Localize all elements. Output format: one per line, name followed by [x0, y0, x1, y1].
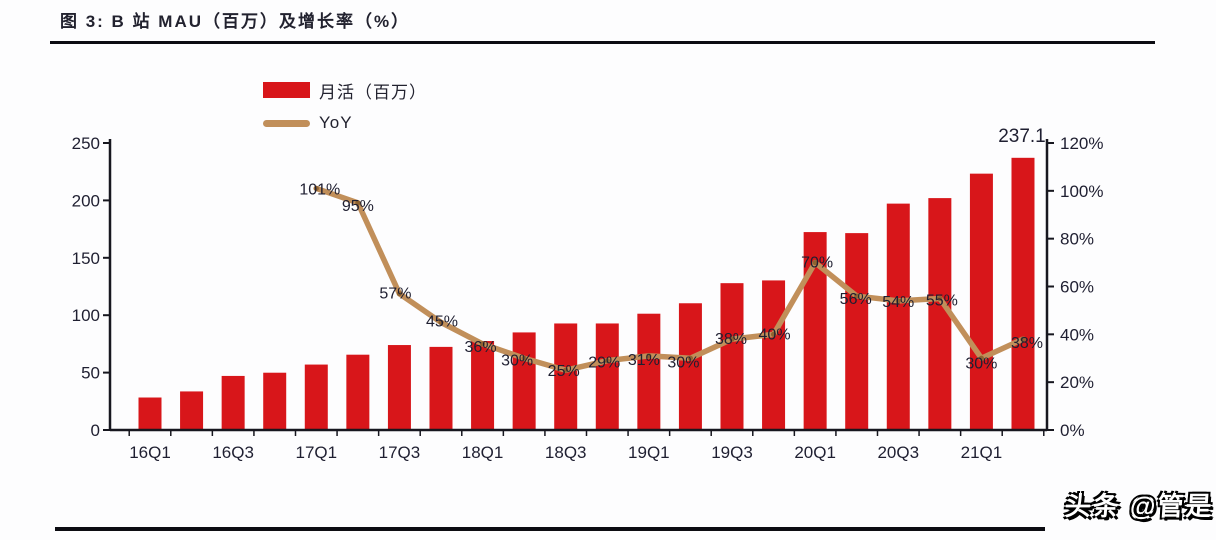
legend-item-yoy: YoY [263, 113, 427, 133]
x-axis-label: 20Q1 [794, 443, 836, 462]
watermark: 头条 @管是 [1064, 491, 1215, 521]
yoy-point-20Q4 [937, 295, 943, 302]
bar-20Q4 [928, 198, 952, 430]
bar-21Q1 [969, 173, 993, 430]
yoy-point-18Q1 [479, 341, 486, 347]
bar-21Q2 [1011, 157, 1035, 430]
right-axis-label: 120% [1060, 134, 1103, 153]
yoy-point-20Q3 [895, 298, 901, 304]
legend: 月活（百万） YoY [263, 80, 427, 133]
yoy-point-21Q2 [1020, 336, 1026, 342]
legend-bar-swatch [263, 82, 310, 98]
x-axis-label: 17Q1 [295, 443, 337, 462]
yoy-line [313, 185, 1026, 373]
yoy-label-17Q4: 45% [426, 313, 458, 330]
yoy-label-18Q2: 30% [501, 352, 533, 369]
x-axis-label: 20Q3 [877, 443, 919, 462]
x-axis-label: 16Q1 [129, 443, 171, 462]
yoy-label-18Q1: 36% [465, 339, 497, 356]
legend-label-mau: 月活（百万） [319, 82, 427, 102]
yoy-label-19Q2: 30% [667, 354, 699, 371]
x-axis-label: 18Q1 [462, 443, 504, 462]
legend-label-yoy: YoY [319, 113, 353, 132]
yoy-point-17Q4 [438, 319, 444, 325]
yoy-point-18Q4 [604, 358, 610, 364]
bottom-divider [55, 527, 1045, 531]
x-axis-label: 19Q1 [628, 443, 670, 462]
legend-line-swatch [263, 119, 310, 127]
yoy-label-19Q4: 40% [759, 326, 791, 343]
right-axis-label: 60% [1060, 278, 1094, 297]
yoy-label-18Q3: 25% [548, 363, 580, 380]
bar-16Q1 [138, 397, 162, 430]
yoy-point-18Q2 [521, 355, 527, 361]
yoy-label-17Q2: 95% [342, 198, 374, 215]
left-axis-label: 100 [72, 306, 100, 325]
bar-18Q1 [471, 341, 495, 430]
yoy-label-18Q4: 29% [588, 355, 620, 372]
yoy-label-19Q1: 31% [628, 352, 660, 369]
bar-16Q2 [180, 391, 204, 430]
x-axis-label: 16Q3 [212, 443, 254, 462]
x-axis-label: 18Q3 [545, 443, 587, 462]
right-axis-label: 40% [1060, 325, 1094, 344]
bar-16Q3 [221, 375, 245, 430]
legend-item-mau: 月活（百万） [263, 80, 427, 102]
bar-18Q3 [554, 323, 578, 430]
yoy-point-20Q2 [854, 293, 860, 299]
right-axis-label: 20% [1060, 373, 1094, 392]
bar-18Q4 [595, 323, 619, 430]
yoy-point-19Q2 [687, 355, 694, 361]
left-axis-label: 50 [81, 364, 100, 383]
yoy-label-21Q2: 38% [1011, 335, 1043, 352]
yoy-label-20Q1: 70% [801, 255, 833, 272]
yoy-label-19Q3: 38% [715, 331, 747, 348]
right-axis-label: 0% [1060, 421, 1085, 440]
left-axis-label: 200 [72, 191, 100, 210]
yoy-point-17Q1 [313, 185, 319, 192]
figure-title: 图 3: B 站 MAU（百万）及增长率（%） [60, 12, 411, 31]
right-axis-label: 100% [1060, 182, 1103, 201]
yoy-label-20Q2: 56% [840, 291, 872, 308]
x-axis-label: 21Q1 [961, 443, 1003, 462]
yoy-point-19Q1 [646, 353, 652, 359]
yoy-point-17Q2 [355, 200, 361, 206]
yoy-label-17Q1: 101% [299, 181, 340, 198]
bar-17Q1 [304, 364, 328, 430]
yoy-label-17Q3: 57% [379, 286, 411, 303]
bar-18Q2 [512, 332, 536, 430]
bar-20Q3 [886, 203, 910, 430]
bar-20Q1 [803, 232, 827, 430]
yoy-label-20Q3: 54% [882, 294, 914, 311]
bar-17Q3 [387, 345, 411, 430]
bar-19Q4 [762, 280, 786, 430]
right-axis-label: 80% [1060, 230, 1094, 249]
top-divider [50, 41, 1155, 44]
left-axis-label: 0 [91, 421, 100, 440]
x-axis-label: 17Q3 [379, 443, 421, 462]
bar-16Q4 [263, 372, 287, 430]
yoy-label-20Q4: 55% [926, 292, 958, 309]
yoy-point-19Q3 [729, 336, 735, 342]
left-axis-label: 150 [72, 249, 100, 268]
yoy-point-20Q1 [812, 259, 818, 266]
yoy-label-21Q1: 30% [965, 355, 997, 372]
yoy-point-21Q1 [978, 355, 985, 361]
left-axis-label: 250 [72, 134, 100, 153]
bar-17Q4 [429, 346, 453, 430]
bar-19Q3 [720, 283, 744, 430]
bar-17Q2 [346, 354, 370, 430]
yoy-point-17Q3 [396, 291, 403, 297]
bar-20Q2 [845, 233, 869, 430]
x-axis-label: 19Q3 [711, 443, 753, 462]
bar-19Q2 [678, 303, 702, 430]
yoy-point-18Q3 [563, 367, 569, 373]
bar-19Q1 [637, 313, 661, 430]
yoy-point-19Q4 [770, 331, 777, 337]
bar-value-label: 237.1 [998, 126, 1046, 147]
